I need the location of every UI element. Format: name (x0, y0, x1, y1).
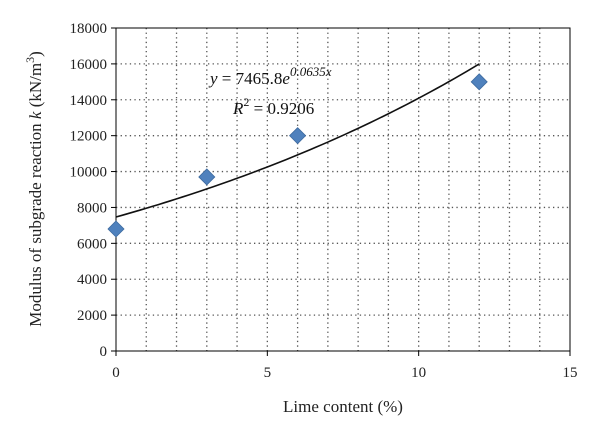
r2-value: = 0.9206 (249, 99, 314, 118)
y-tick-label: 6000 (77, 236, 107, 252)
y-axis-title-unit-sup: 3 (23, 57, 37, 63)
data-point-diamond (198, 168, 216, 186)
r-squared-annotation: R2 = 0.9206 (232, 95, 314, 118)
x-tick-label: 10 (411, 365, 426, 381)
equation-y: y (208, 69, 218, 88)
trendline (115, 63, 480, 218)
x-tick-label: 15 (563, 365, 578, 381)
data-point-diamond (107, 220, 125, 238)
r2-label: R (232, 99, 244, 118)
plot-frame (115, 27, 571, 352)
y-tick-label: 10000 (70, 165, 108, 181)
x-tick-label: 5 (264, 365, 272, 381)
equation-e: e (282, 69, 290, 88)
y-tick-label: 16000 (70, 57, 108, 73)
equation-annotation: y = 7465.8e0.0635x (208, 64, 332, 88)
y-tick-label: 0 (100, 344, 108, 360)
data-points (107, 73, 488, 238)
r2-superscript: 2 (243, 95, 249, 109)
y-axis-title: Modulus of subgrade reaction k (kN/m3) (23, 51, 45, 327)
x-tick-label: 0 (112, 365, 120, 381)
grid-lines (116, 28, 570, 351)
y-tick-label: 4000 (77, 272, 107, 288)
x-axis-title: Lime content (%) (283, 397, 403, 416)
equation-rhs: = 7465.8 (218, 69, 283, 88)
data-point-diamond (470, 73, 488, 91)
y-axis-title-var: k (26, 111, 45, 119)
y-tick-label: 12000 (70, 129, 108, 145)
y-tick-label: 8000 (77, 200, 107, 216)
equation-exponent: 0.0635x (290, 64, 332, 79)
data-point-diamond (289, 127, 307, 145)
y-axis-title-unit-end: ) (26, 51, 45, 57)
y-axis-title-unit: (kN/m (26, 63, 45, 112)
y-tick-label: 2000 (77, 308, 107, 324)
y-tick-label: 18000 (70, 21, 108, 37)
tick-labels: 0 2000 4000 6000 8000 10000 12000 14000 16000 180… (70, 21, 578, 381)
y-tick-label: 14000 (70, 93, 108, 109)
y-axis-title-text: Modulus of subgrade reaction (26, 119, 45, 327)
